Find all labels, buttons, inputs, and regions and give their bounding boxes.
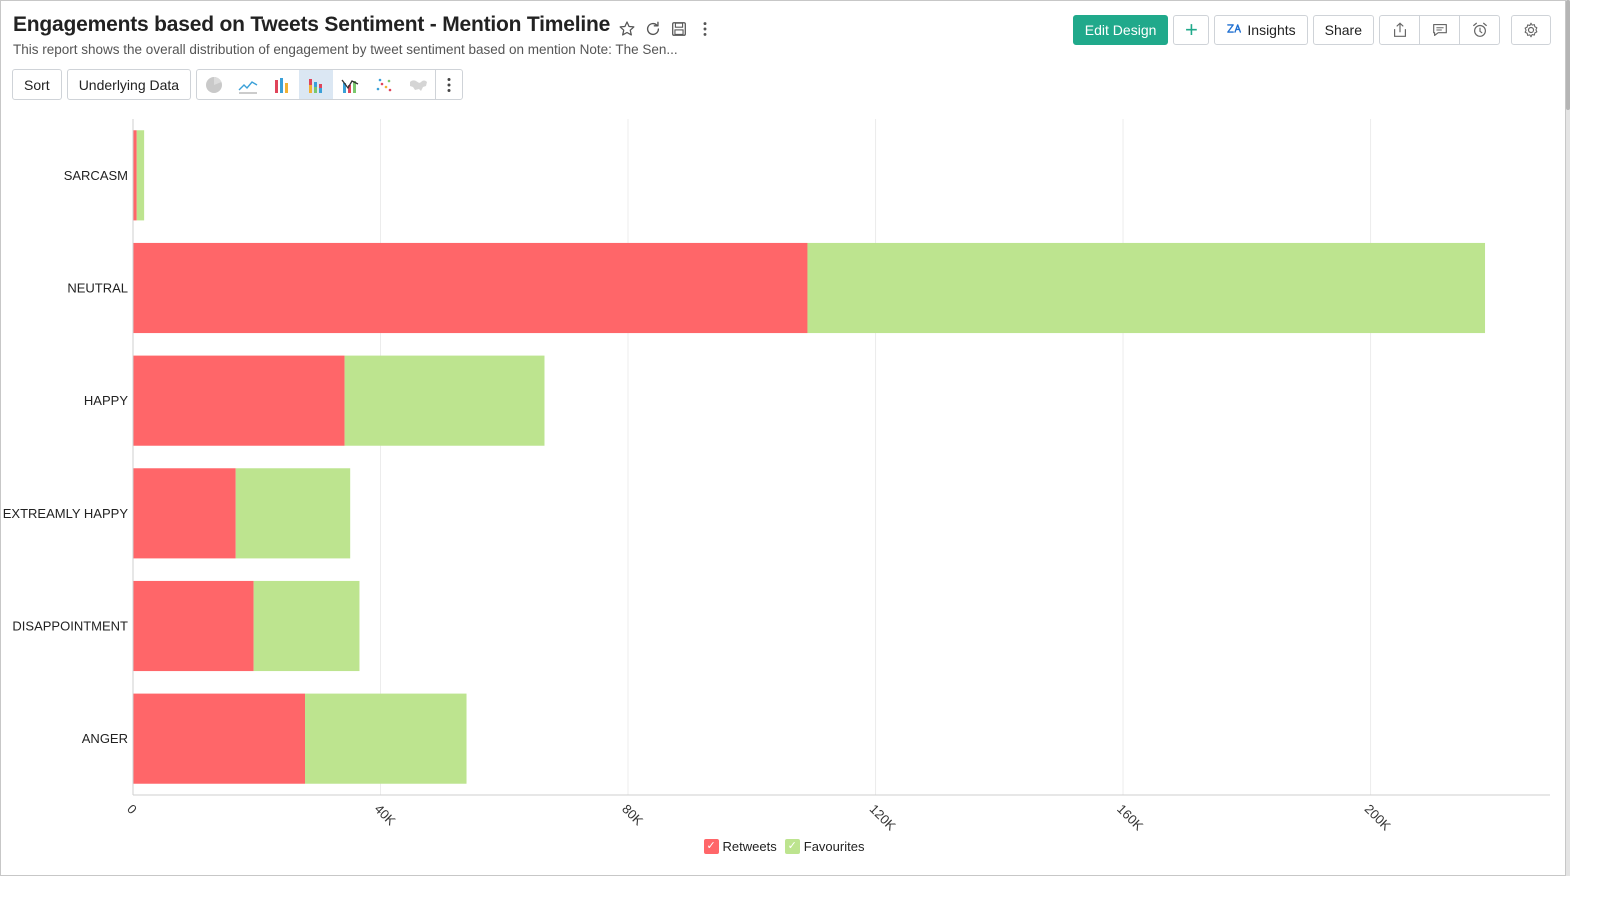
map-chart-icon bbox=[410, 79, 428, 91]
x-tick-label: 0 bbox=[124, 801, 140, 817]
combo-chart-icon bbox=[341, 79, 359, 93]
scatter-chart-icon bbox=[376, 78, 392, 91]
vertical-scrollbar[interactable] bbox=[1566, 0, 1570, 876]
view-toolbar: Sort Underlying Data bbox=[12, 69, 464, 100]
save-icon[interactable] bbox=[669, 19, 689, 39]
chart-type-line[interactable] bbox=[231, 70, 265, 99]
x-tick-label: 80K bbox=[619, 801, 646, 828]
bar-retweets-happy[interactable] bbox=[133, 355, 345, 446]
alarm-icon bbox=[1472, 22, 1487, 37]
legend-item-retweets[interactable]: ✓ Retweets bbox=[703, 839, 777, 854]
chart-type-bar[interactable] bbox=[265, 70, 299, 99]
chart-type-more[interactable] bbox=[435, 70, 462, 99]
title-actions bbox=[617, 17, 715, 41]
alarm-button[interactable] bbox=[1459, 15, 1500, 45]
bar-retweets-anger[interactable] bbox=[133, 693, 306, 784]
bar-favourites-neutral[interactable] bbox=[807, 242, 1486, 334]
share-button[interactable]: Share bbox=[1312, 15, 1374, 45]
report-frame: Engagements based on Tweets Sentiment - … bbox=[0, 0, 1566, 876]
line-chart-icon bbox=[238, 80, 258, 93]
export-icon bbox=[1393, 22, 1406, 37]
scrollbar-thumb[interactable] bbox=[1566, 0, 1570, 110]
star-icon[interactable] bbox=[617, 19, 637, 39]
legend-item-favourites[interactable]: ✓ Favourites bbox=[784, 839, 865, 854]
category-label: DISAPPOINTMENT bbox=[12, 619, 128, 634]
sort-button[interactable]: Sort bbox=[12, 69, 62, 100]
underlying-data-button[interactable]: Underlying Data bbox=[66, 69, 192, 100]
legend-swatch-retweets: ✓ bbox=[703, 839, 719, 854]
x-tick-label: 120K bbox=[867, 801, 899, 833]
stacked-bar-chart-icon bbox=[309, 78, 323, 93]
x-tick-label: 200K bbox=[1362, 801, 1394, 833]
chart-type-scatter[interactable] bbox=[367, 70, 401, 99]
more-vertical-icon[interactable] bbox=[695, 19, 715, 39]
gear-icon bbox=[1524, 22, 1538, 38]
settings-button[interactable] bbox=[1511, 15, 1551, 45]
chart-type-switcher bbox=[196, 69, 464, 100]
category-label: SARCASM bbox=[64, 168, 128, 183]
export-button[interactable] bbox=[1379, 15, 1420, 45]
insights-button[interactable]: Insights bbox=[1214, 15, 1308, 45]
bar-favourites-anger[interactable] bbox=[305, 693, 467, 784]
page-title: Engagements based on Tweets Sentiment - … bbox=[13, 13, 611, 36]
bar-favourites-disappointment[interactable] bbox=[253, 580, 360, 672]
chart-type-stacked-bar[interactable] bbox=[299, 70, 334, 99]
bar-retweets-extreamly-happy[interactable] bbox=[133, 468, 236, 559]
action-button-group bbox=[1379, 15, 1500, 45]
edit-design-button[interactable]: Edit Design bbox=[1072, 15, 1169, 45]
bar-retweets-disappointment[interactable] bbox=[133, 580, 254, 672]
category-label: HAPPY bbox=[84, 393, 128, 408]
more-vertical-icon bbox=[447, 77, 451, 92]
pie-chart-icon bbox=[206, 76, 223, 93]
report-toolbar: Edit Design + Insights Share bbox=[1072, 15, 1551, 45]
legend-label-favourites: Favourites bbox=[803, 839, 865, 854]
chart-area: SARCASM NEUTRAL HAPPY EXTREAMLY HAPPY DISAPP… bbox=[1, 101, 1567, 877]
comment-icon bbox=[1432, 24, 1447, 36]
chart-type-combo[interactable] bbox=[333, 70, 367, 99]
bar-favourites-happy[interactable] bbox=[344, 355, 545, 446]
category-label: ANGER bbox=[82, 731, 128, 746]
zia-icon bbox=[1226, 22, 1244, 38]
insights-label: Insights bbox=[1247, 22, 1296, 38]
category-label: NEUTRAL bbox=[67, 281, 128, 296]
stacked-bar-chart: SARCASM NEUTRAL HAPPY EXTREAMLY HAPPY DISAPP… bbox=[3, 119, 1550, 834]
chart-legend: ✓ Retweets ✓ Favourites bbox=[1, 839, 1567, 854]
legend-swatch-favourites: ✓ bbox=[784, 839, 800, 854]
comment-button[interactable] bbox=[1419, 15, 1460, 45]
category-label: EXTREAMLY HAPPY bbox=[3, 506, 129, 521]
refresh-icon[interactable] bbox=[643, 19, 663, 39]
bar-favourites-extreamly-happy[interactable] bbox=[235, 468, 351, 559]
chart-type-pie[interactable] bbox=[197, 70, 231, 99]
x-tick-label: 40K bbox=[372, 801, 399, 828]
bar-chart-icon bbox=[275, 77, 289, 93]
bar-retweets-neutral[interactable] bbox=[133, 242, 808, 334]
page-subtitle: This report shows the overall distributi… bbox=[13, 42, 678, 57]
chart-type-map[interactable] bbox=[401, 70, 435, 99]
bar-favourites-sarcasm[interactable] bbox=[136, 130, 145, 221]
x-tick-label: 160K bbox=[1114, 801, 1146, 833]
add-button[interactable]: + bbox=[1173, 15, 1210, 45]
bar-retweets-sarcasm[interactable] bbox=[133, 130, 137, 221]
plus-icon: + bbox=[1184, 17, 1198, 42]
legend-label-retweets: Retweets bbox=[722, 839, 777, 854]
